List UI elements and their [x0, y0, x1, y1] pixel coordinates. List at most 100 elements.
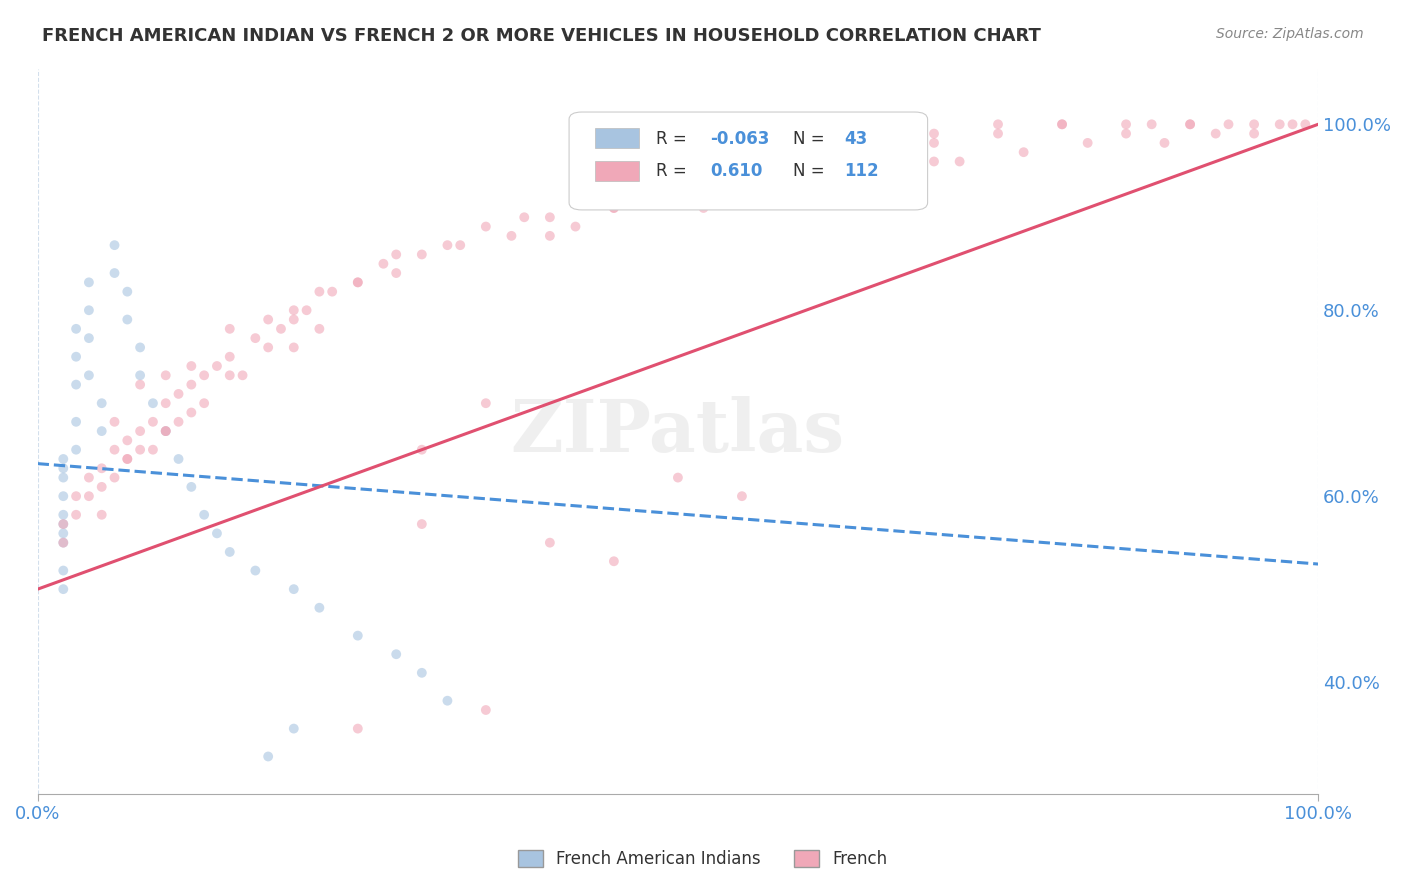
Point — [167, 452, 190, 467]
Point — [859, 173, 882, 187]
Point — [295, 303, 318, 318]
Point — [90, 461, 112, 475]
Point — [232, 368, 254, 383]
Point — [155, 424, 177, 438]
Point — [142, 442, 165, 457]
Point — [1115, 127, 1137, 141]
Point — [475, 396, 498, 410]
Point — [922, 127, 945, 141]
Point — [103, 470, 125, 484]
Point — [346, 722, 368, 736]
Point — [117, 285, 139, 299]
Point — [794, 154, 817, 169]
Point — [666, 470, 689, 484]
Point — [117, 312, 139, 326]
Point — [603, 554, 626, 568]
Text: 0.610: 0.610 — [710, 162, 762, 180]
Point — [475, 219, 498, 234]
Point — [283, 582, 305, 596]
Point — [77, 303, 100, 318]
Point — [257, 749, 280, 764]
Point — [308, 322, 330, 336]
Point — [1178, 117, 1201, 131]
Point — [103, 415, 125, 429]
Point — [603, 201, 626, 215]
Point — [218, 368, 240, 383]
Point — [90, 396, 112, 410]
Point — [1115, 117, 1137, 131]
Point — [52, 582, 75, 596]
Point — [922, 136, 945, 150]
Text: 43: 43 — [845, 130, 868, 148]
Point — [52, 535, 75, 549]
Point — [77, 470, 100, 484]
Point — [283, 303, 305, 318]
Point — [411, 517, 433, 532]
Point — [692, 201, 714, 215]
Point — [1205, 127, 1227, 141]
Point — [142, 396, 165, 410]
Point — [603, 201, 626, 215]
Point — [167, 387, 190, 401]
Point — [193, 508, 215, 522]
Point — [52, 461, 75, 475]
Point — [501, 228, 523, 243]
Point — [576, 192, 599, 206]
Point — [1050, 117, 1073, 131]
Point — [538, 535, 561, 549]
Point — [257, 340, 280, 354]
Point — [155, 368, 177, 383]
Point — [1281, 117, 1303, 131]
Point — [90, 508, 112, 522]
Point — [155, 424, 177, 438]
Text: Source: ZipAtlas.com: Source: ZipAtlas.com — [1216, 27, 1364, 41]
Point — [65, 377, 87, 392]
Text: R =: R = — [657, 162, 688, 180]
Point — [538, 228, 561, 243]
Point — [129, 368, 152, 383]
Point — [1077, 136, 1099, 150]
Legend: French American Indians, French: French American Indians, French — [512, 843, 894, 875]
Point — [65, 350, 87, 364]
Point — [205, 526, 228, 541]
Point — [245, 564, 267, 578]
Point — [564, 219, 586, 234]
FancyBboxPatch shape — [569, 112, 928, 210]
Point — [52, 517, 75, 532]
Point — [666, 182, 689, 196]
Point — [65, 322, 87, 336]
Point — [52, 564, 75, 578]
Point — [129, 340, 152, 354]
FancyBboxPatch shape — [595, 128, 640, 148]
Point — [52, 526, 75, 541]
Point — [77, 368, 100, 383]
Point — [180, 377, 202, 392]
Point — [129, 377, 152, 392]
Point — [103, 238, 125, 252]
Point — [794, 154, 817, 169]
Point — [385, 247, 408, 261]
Point — [820, 173, 842, 187]
Point — [731, 163, 754, 178]
Point — [321, 285, 343, 299]
Point — [346, 276, 368, 290]
Point — [245, 331, 267, 345]
Point — [922, 154, 945, 169]
Point — [859, 145, 882, 160]
Point — [1178, 117, 1201, 131]
Point — [769, 163, 792, 178]
Point — [65, 508, 87, 522]
Point — [987, 127, 1010, 141]
Point — [52, 470, 75, 484]
Point — [1050, 117, 1073, 131]
Point — [129, 424, 152, 438]
Point — [103, 442, 125, 457]
Point — [475, 703, 498, 717]
Point — [52, 517, 75, 532]
Point — [1218, 117, 1240, 131]
Point — [142, 415, 165, 429]
Point — [411, 442, 433, 457]
Point — [270, 322, 292, 336]
Point — [193, 368, 215, 383]
Point — [117, 452, 139, 467]
